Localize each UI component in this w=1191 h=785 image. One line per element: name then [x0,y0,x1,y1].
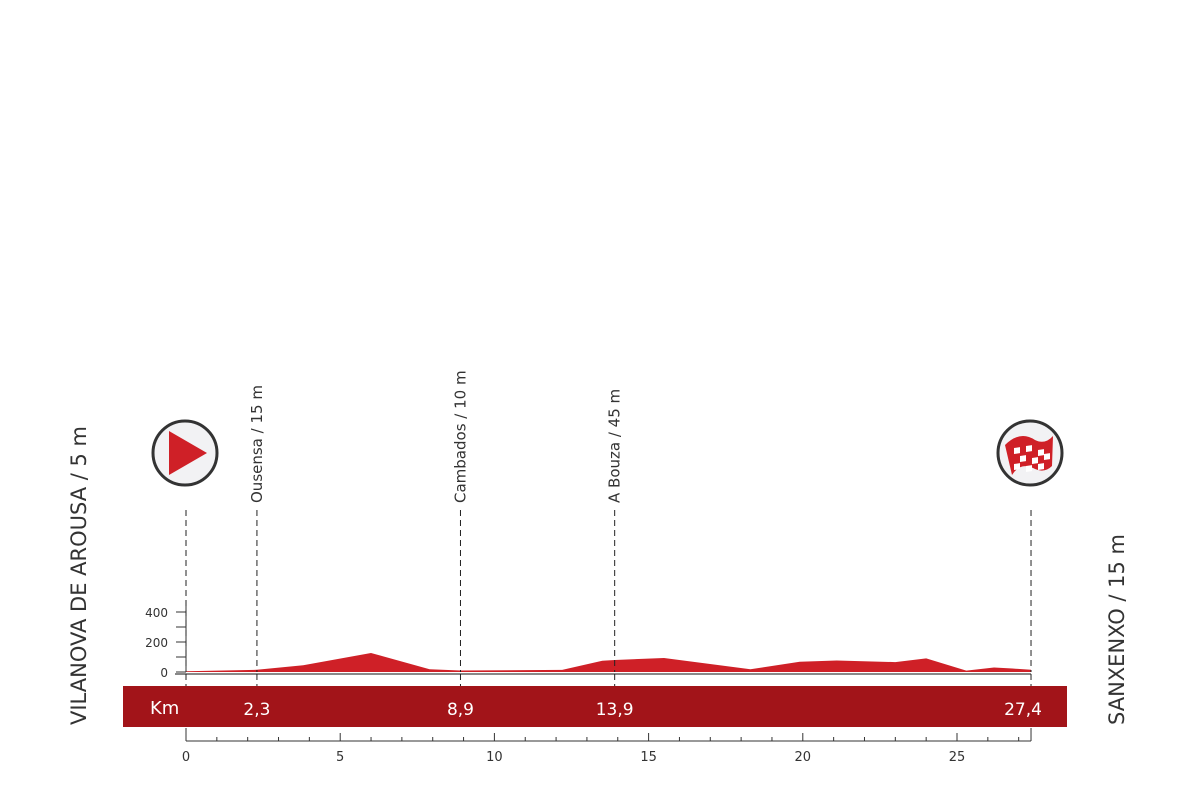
x-tick-label: 20 [795,750,812,765]
finish-km-label: 27,4 [1004,700,1042,720]
play-triangle [169,431,207,475]
x-tick-label: 25 [949,750,966,765]
waypoint-km-label: 2,3 [243,700,270,720]
waypoint-km-label: 8,9 [447,700,474,720]
start-play-icon [151,419,219,487]
y-tick-label: 200 [145,636,168,650]
x-tick-label: 15 [640,750,657,765]
checkered-flag-icon [996,419,1064,487]
flag-check [1038,449,1044,456]
km-bar [123,686,1067,727]
flag-check [1032,457,1038,464]
elevation-area [186,653,1032,672]
x-tick-label: 10 [486,750,503,765]
y-tick-label: 0 [160,666,168,680]
x-tick-label: 0 [182,750,190,765]
flag-check [1026,445,1032,452]
y-tick-label: 400 [145,606,168,620]
waypoint-label: Cambados / 10 m [451,370,469,503]
flag-check [1044,453,1050,460]
flag-check [1014,447,1020,454]
km-bar-label: Km [150,698,179,719]
start-location-label: VILANOVA DE AROUSA / 5 m [67,426,91,725]
finish-location-label: SANXENXO / 15 m [1105,534,1129,725]
x-tick-label: 5 [336,750,344,765]
flag-check [1026,465,1032,472]
flag-check [1014,463,1020,470]
flag-check [1020,455,1026,462]
waypoint-label: A Bouza / 45 m [606,389,624,503]
flag-check [1038,463,1044,470]
waypoint-km-label: 13,9 [596,700,634,720]
waypoint-label: Ousensa / 15 m [248,385,266,503]
